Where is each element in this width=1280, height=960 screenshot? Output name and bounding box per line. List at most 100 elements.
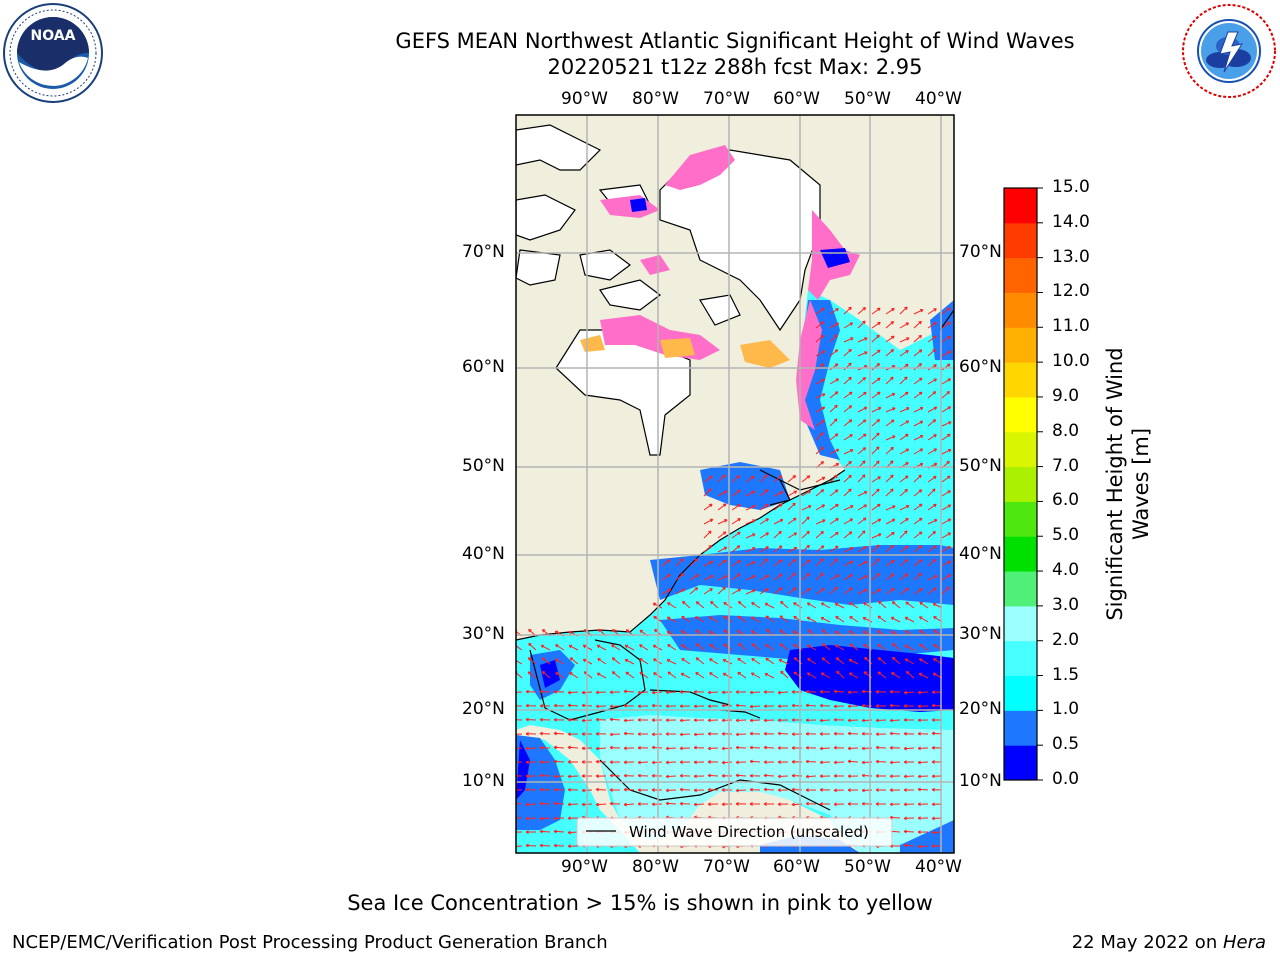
- wind-arrow: [941, 336, 951, 343]
- wind-arrow: [820, 672, 831, 679]
- wind-arrow: [899, 545, 909, 553]
- wind-arrow: [787, 559, 797, 567]
- wind-arrow: [667, 671, 677, 679]
- wind-arrow: [885, 488, 894, 497]
- wind-arrow: [516, 658, 523, 665]
- wind-arrow: [835, 615, 845, 623]
- wind-arrow: [722, 658, 733, 665]
- wind-arrow: [749, 759, 761, 764]
- wind-arrow: [539, 816, 551, 821]
- colorbar-segment: [1004, 396, 1037, 433]
- wind-arrow: [567, 774, 579, 779]
- wind-arrow: [777, 731, 789, 736]
- wind-arrow: [611, 657, 621, 665]
- wind-arrow: [763, 773, 775, 778]
- wind-arrow: [899, 420, 910, 427]
- wind-arrow: [780, 670, 789, 679]
- wind-arrow: [611, 644, 621, 651]
- wind-arrow: [693, 704, 705, 709]
- wind-arrow: [941, 586, 950, 595]
- wind-arrow: [875, 689, 887, 694]
- wind-arrow: [787, 490, 798, 497]
- wind-arrow: [875, 788, 886, 792]
- wind-arrow: [689, 574, 699, 581]
- wind-arrow: [899, 448, 910, 455]
- wind-arrow: [745, 475, 755, 483]
- wind-arrow: [871, 321, 881, 329]
- sea-ice-note: Sea Ice Concentration > 15% is shown in …: [347, 891, 933, 915]
- wind-arrow: [731, 573, 741, 581]
- wind-arrow: [527, 671, 537, 679]
- wind-arrow: [913, 334, 922, 343]
- colorbar-segment: [1004, 327, 1037, 363]
- wind-arrow: [843, 348, 852, 357]
- wind-arrow: [843, 391, 853, 399]
- wind-arrow: [941, 391, 951, 399]
- wind-arrow: [833, 788, 845, 793]
- wind-arrow: [765, 615, 775, 623]
- wind-arrow: [927, 419, 937, 427]
- wind-arrow: [903, 802, 915, 807]
- wind-arrow: [637, 732, 648, 736]
- wind-arrow: [525, 760, 537, 765]
- wind-arrow: [857, 546, 867, 553]
- footer-branch: NCEP/EMC/Verification Post Processing Pr…: [12, 932, 608, 953]
- wind-arrow: [709, 644, 719, 651]
- wind-arrow: [675, 558, 684, 567]
- wind-arrow: [708, 616, 719, 623]
- wind-arrow: [805, 731, 817, 736]
- wind-arrow: [665, 704, 677, 709]
- wind-arrow: [703, 530, 712, 539]
- colorbar-tick-label: 3.0: [1052, 594, 1080, 615]
- wind-arrow: [681, 615, 691, 623]
- wind-arrow: [679, 801, 691, 806]
- colorbar-segment: [1004, 571, 1037, 607]
- colorbar-segment: [1004, 745, 1037, 781]
- wind-arrow: [539, 829, 551, 834]
- wind-arrow: [833, 704, 845, 709]
- wind-arrow: [763, 787, 775, 792]
- wind-arrow: [891, 672, 901, 679]
- wind-arrow: [913, 377, 923, 385]
- wind-arrow: [889, 689, 901, 694]
- wind-arrow: [871, 476, 881, 483]
- wind-arrow: [735, 745, 747, 750]
- colorbar-tick-label: 1.0: [1052, 699, 1080, 720]
- wind-arrow: [877, 615, 887, 623]
- wind-arrow: [609, 745, 621, 750]
- lon-label-top-80w: 80°W: [632, 89, 679, 109]
- wind-arrow: [903, 690, 915, 695]
- wind-arrow: [885, 474, 894, 483]
- wind-arrow: [903, 704, 915, 708]
- wind-arrow: [665, 746, 677, 751]
- wind-arrow: [899, 391, 909, 399]
- wind-arrow: [567, 844, 579, 849]
- wind-arrow: [773, 573, 783, 581]
- wind-arrow: [759, 546, 769, 553]
- wind-arrow: [539, 717, 551, 722]
- wind-arrow: [735, 732, 747, 737]
- wind-arrow: [835, 657, 845, 665]
- wind-arrow: [815, 530, 824, 539]
- lat-label-right-10n: 10°N: [959, 771, 1002, 791]
- wind-arrow: [759, 518, 769, 525]
- wind-arrow: [885, 505, 896, 511]
- wind-arrow: [807, 658, 817, 665]
- wind-arrow: [913, 503, 923, 511]
- footer-date: 22 May 2022 on Hera: [1072, 932, 1266, 953]
- wind-arrow: [695, 657, 705, 665]
- wind-arrow: [819, 774, 831, 779]
- wind-arrow: [899, 573, 909, 581]
- wind-arrow: [665, 801, 677, 806]
- colorbar-tick-label: 10.0: [1052, 351, 1090, 372]
- wind-arrow: [871, 307, 881, 315]
- wind-arrow: [806, 672, 817, 679]
- wind-arrow: [731, 588, 742, 595]
- wind-arrow: [665, 732, 676, 736]
- wind-arrow: [885, 376, 894, 385]
- wind-arrow: [927, 530, 936, 539]
- lat-label-right-60n: 60°N: [959, 357, 1002, 377]
- wind-arrow: [553, 774, 565, 779]
- wind-arrow: [927, 348, 936, 357]
- wind-arrow: [553, 843, 565, 848]
